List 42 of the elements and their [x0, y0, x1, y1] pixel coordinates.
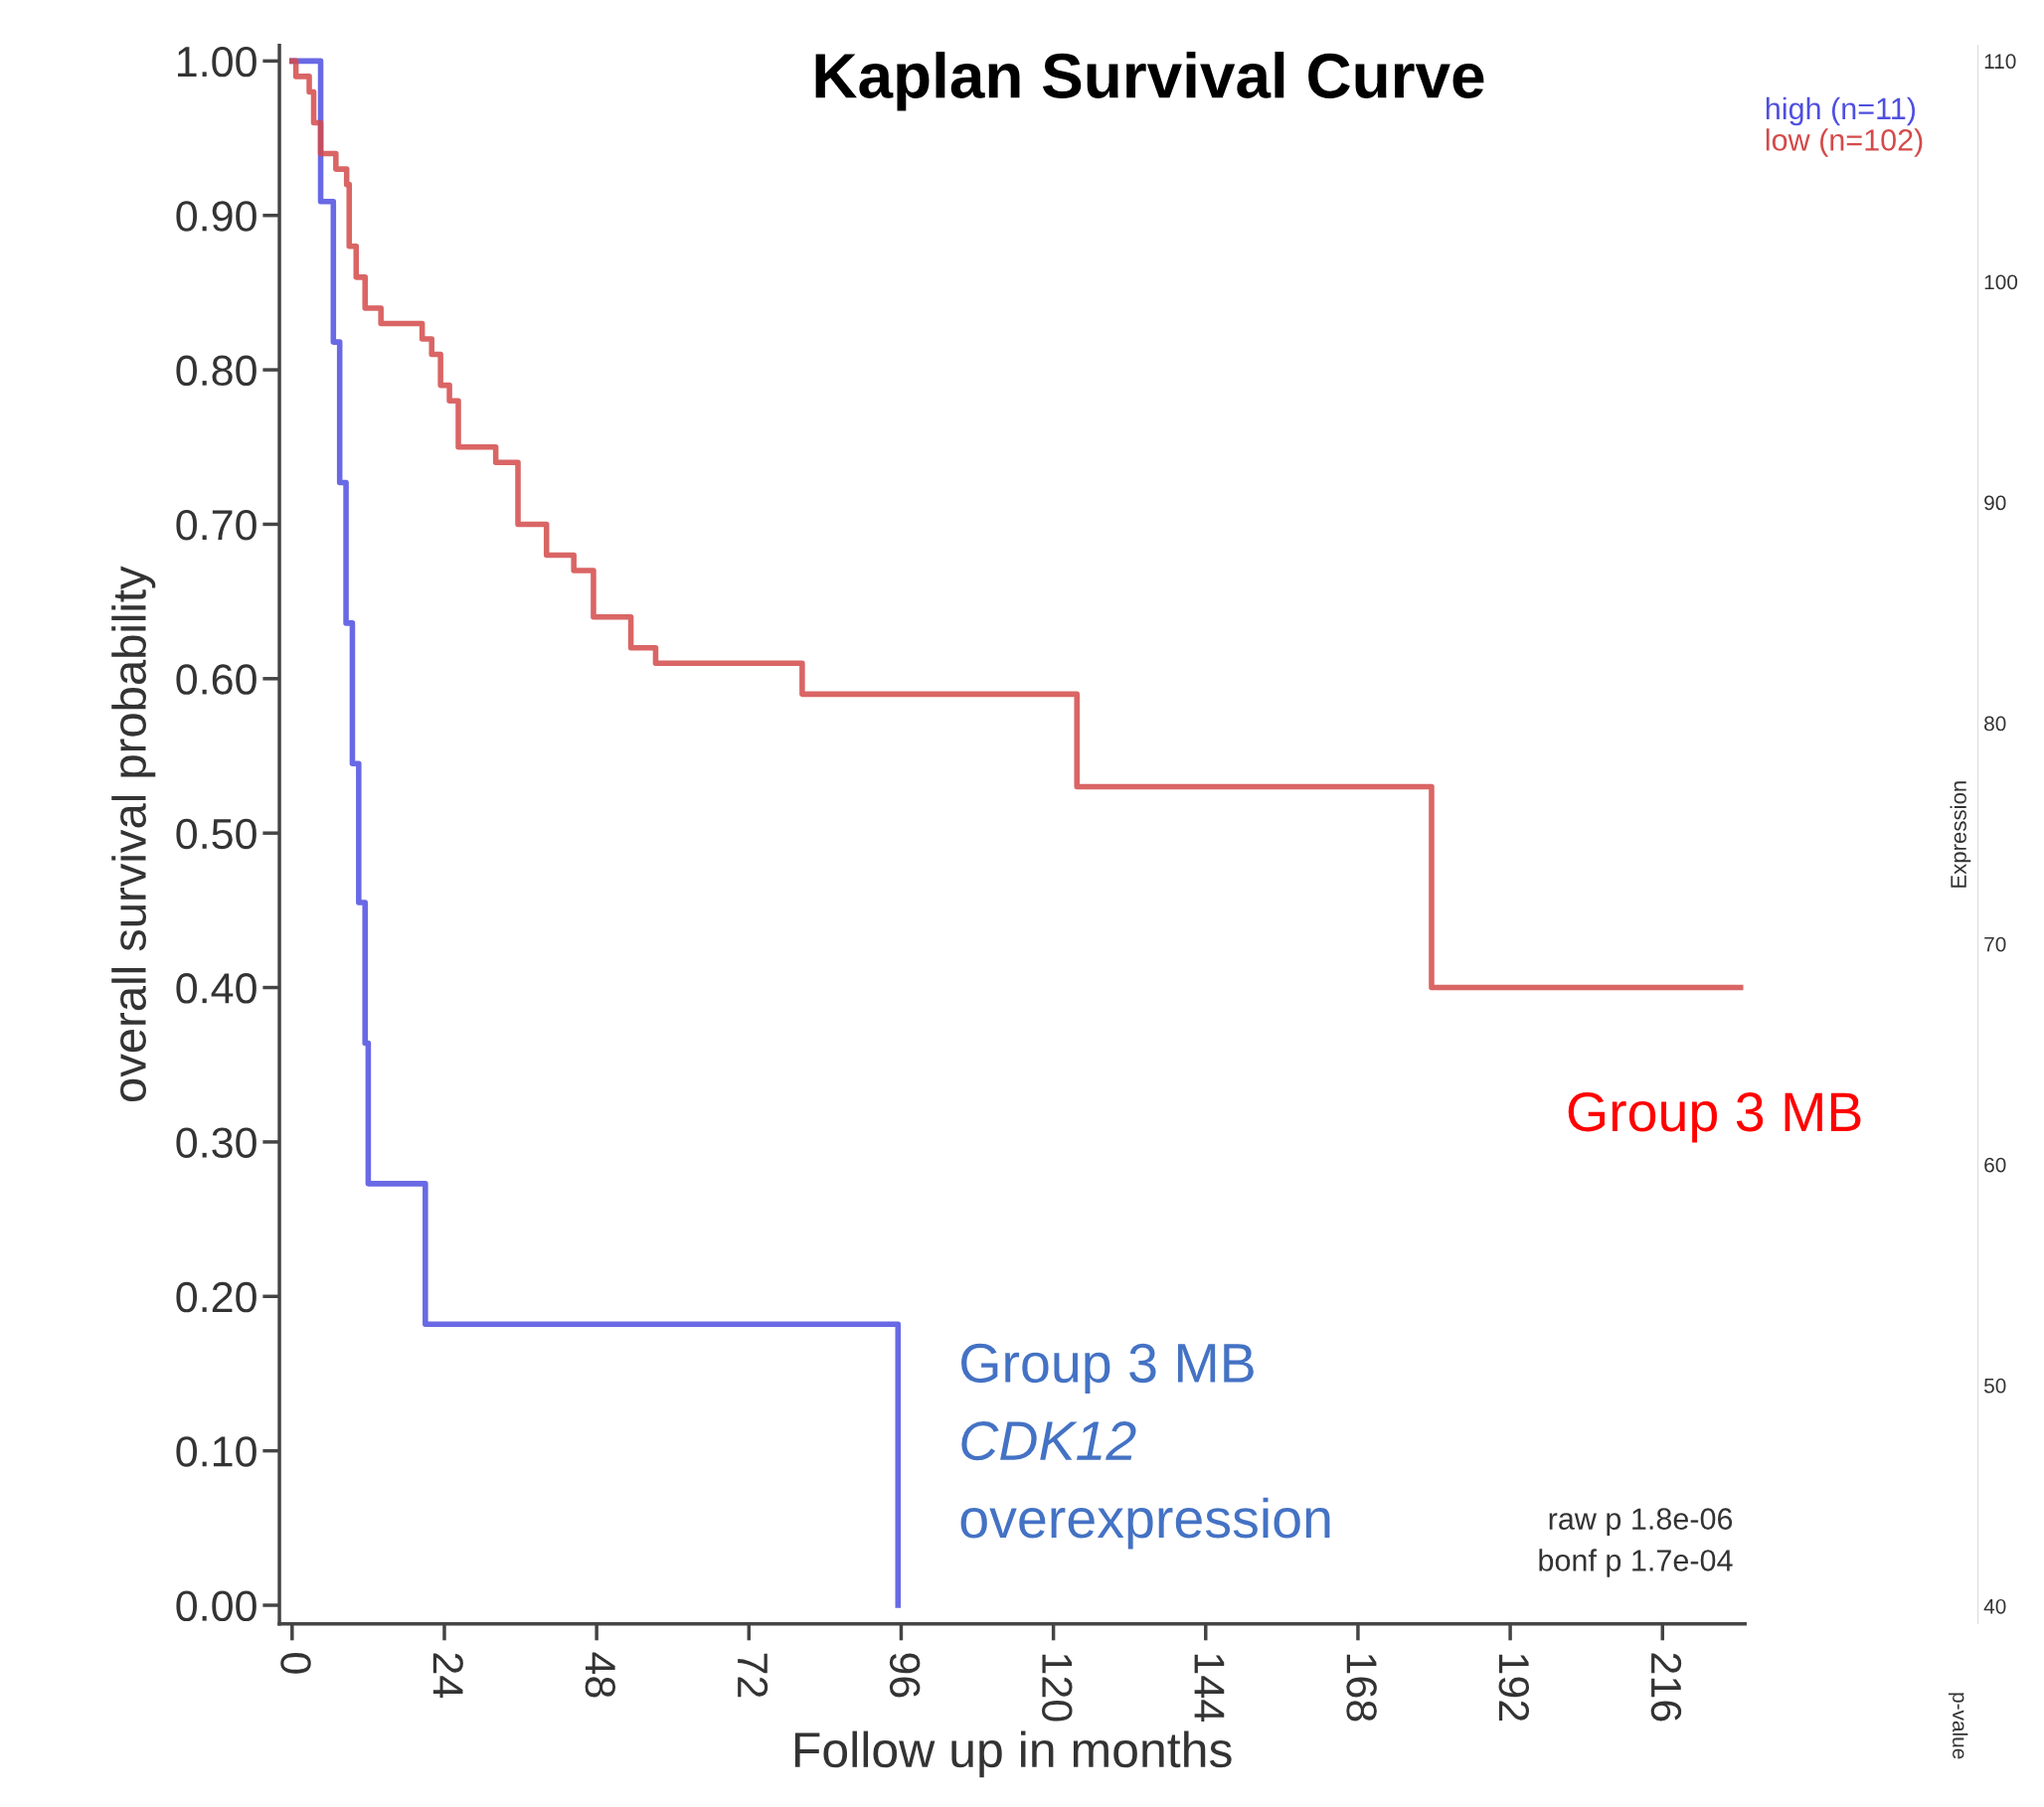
x-tick-label: 168 [1346, 1654, 1377, 1722]
y-tick-label: 0.60 [176, 664, 256, 695]
y-axis-title: overall survival probability [111, 566, 156, 1102]
y2-tick-label: 50 [1983, 1378, 2006, 1394]
annotation: raw p 1.8e-06 [1549, 1508, 1733, 1536]
annotation: bonf p 1.7e-04 [1539, 1549, 1733, 1577]
annotation: Group 3 MB [1568, 1092, 1861, 1143]
x-tick-label: 48 [585, 1652, 616, 1698]
y2-tick-label: 90 [1984, 495, 2006, 511]
x-tick-label: 0 [280, 1653, 311, 1674]
y-tick-label: 0.70 [176, 509, 256, 541]
x-tick-label: 96 [889, 1653, 921, 1698]
y-tick-label: 0.20 [176, 1281, 256, 1313]
annotation: CDK12 [961, 1420, 1136, 1461]
y2-tick-label: 80 [1984, 716, 2006, 732]
y2-tick-label: 70 [1984, 936, 2006, 952]
y-tick-label: 0.80 [176, 355, 256, 387]
y-tick-label: 0.90 [176, 201, 256, 232]
y-tick-label: 0.30 [176, 1127, 256, 1158]
y-tick-label: 1.00 [178, 46, 256, 78]
text: p-value [1948, 1693, 1968, 1759]
text: high (n=11) [1766, 96, 1916, 126]
y2-tick-label: 100 [1984, 274, 2018, 290]
x-tick-label: 216 [1650, 1653, 1682, 1722]
text: low (n=102) [1766, 128, 1923, 157]
chart-title: Kaplan Survival Curve [815, 52, 1484, 111]
y2-tick-label: 60 [1984, 1157, 2006, 1173]
x-tick-label: 144 [1194, 1654, 1225, 1723]
y-tick-label: 0.10 [176, 1436, 256, 1467]
x-tick-label: 192 [1498, 1654, 1530, 1722]
y2-axis-title: Expression [1950, 781, 1971, 888]
y-tick-label: 0.00 [176, 1590, 256, 1622]
x-tick-label: 24 [432, 1653, 463, 1699]
x-tick-label: 120 [1042, 1654, 1073, 1722]
annotation: Group 3 MB [961, 1343, 1254, 1395]
y-tick-label: 0.50 [176, 818, 256, 850]
y2-tick-label: 40 [1983, 1598, 2006, 1614]
y2-tick-label: 110 [1984, 54, 2016, 70]
x-axis-title: Follow up in months [794, 1730, 1232, 1778]
annotation: overexpression [960, 1497, 1330, 1550]
y-tick-label: 0.40 [176, 973, 256, 1004]
x-tick-label: 72 [738, 1653, 768, 1698]
